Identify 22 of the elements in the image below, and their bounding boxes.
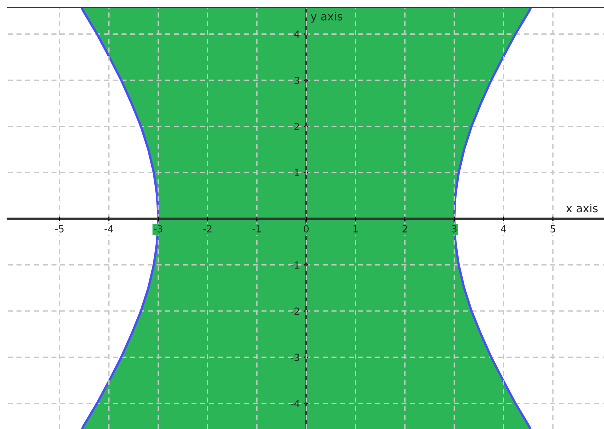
x-tick-label: 2 — [402, 225, 408, 233]
y-tick-label: 1 — [295, 169, 300, 176]
x-tick-label: 5 — [550, 226, 556, 233]
y-tick-label: 3 — [294, 76, 300, 84]
y-axis-title: y axis — [310, 12, 342, 23]
x-tick-label: 0 — [304, 225, 309, 233]
x-tick-label: 4 — [501, 226, 506, 233]
y-tick-label: 2 — [294, 123, 300, 130]
y-tick-label: -2 — [291, 308, 300, 315]
line-series — [453, 8, 532, 429]
x-tick-label: 1 — [354, 226, 358, 233]
y-tick-label: -3 — [291, 354, 300, 362]
x-tick-label: -4 — [104, 226, 114, 233]
y-tick-label: -1 — [291, 262, 300, 269]
x-tick-label: -5 — [55, 226, 64, 233]
y-tick-label: -4 — [291, 400, 300, 408]
x-tick-label: -2 — [203, 225, 212, 233]
x-tick-label: -1 — [252, 226, 262, 233]
x-tick-label: -3 — [154, 225, 163, 233]
x-tick-label: 3 — [452, 225, 457, 233]
y-tick-label: 4 — [294, 30, 300, 38]
x-axis-title: x axis — [566, 204, 598, 213]
